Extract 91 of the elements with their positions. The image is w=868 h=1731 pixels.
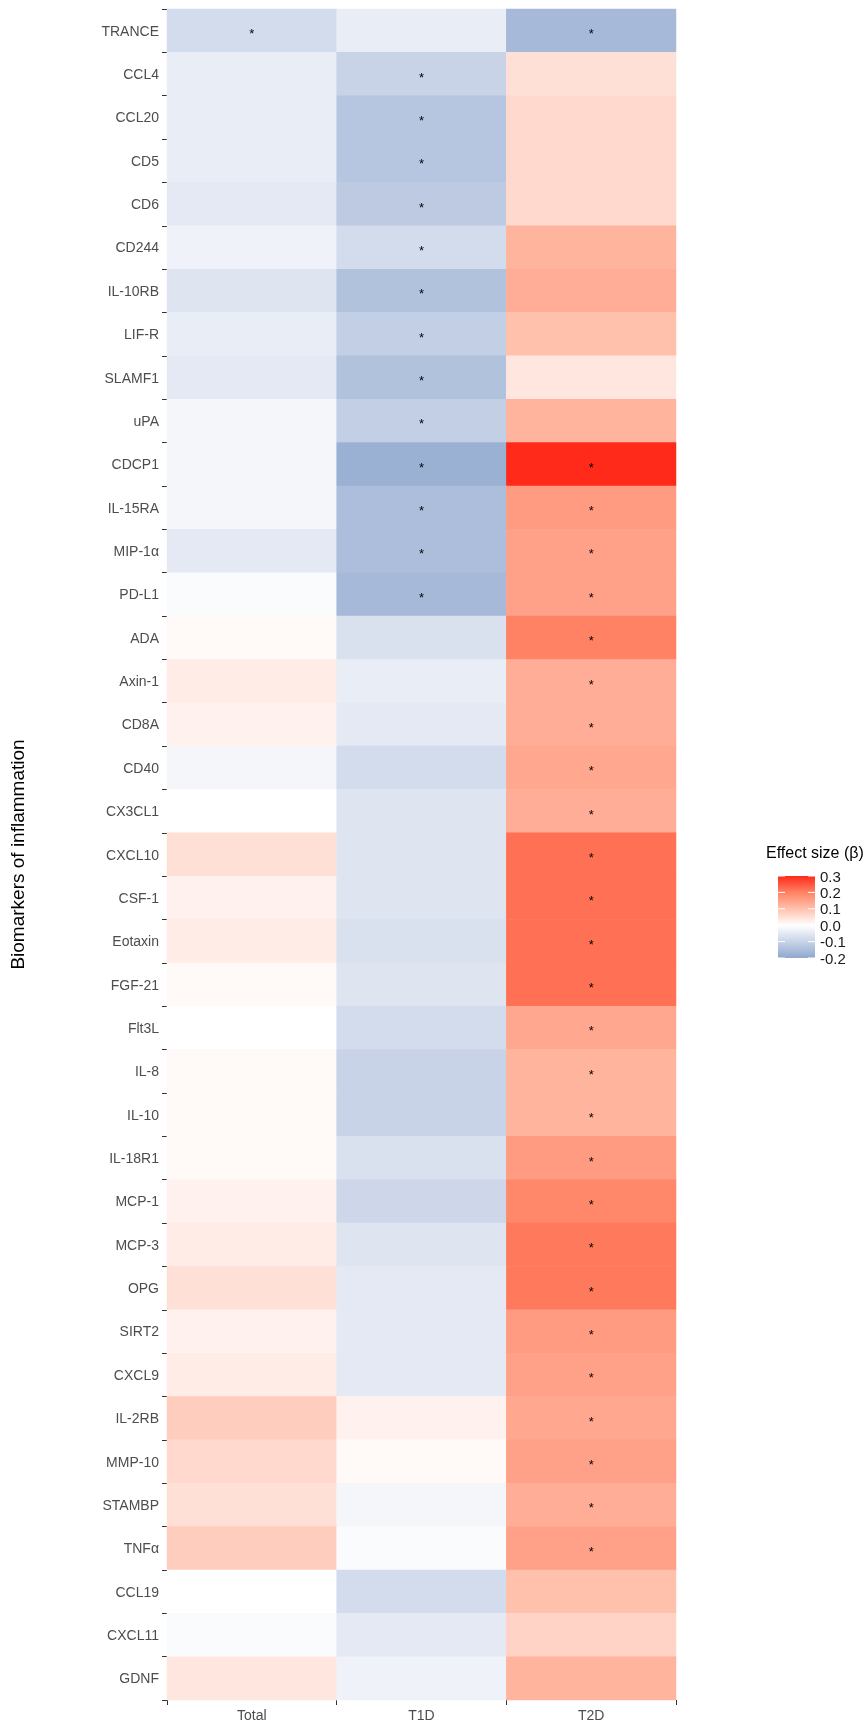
data-label: * — [418, 242, 425, 258]
x-tick-label: T1D — [408, 1707, 435, 1723]
data-label: * — [249, 26, 255, 42]
data-label: * — [588, 1153, 594, 1169]
y-tick-label: SLAMF1 — [104, 369, 160, 386]
data-label: * — [418, 373, 425, 389]
data-label: * — [418, 112, 425, 128]
data-label: * — [588, 1413, 594, 1429]
data-label: * — [588, 850, 594, 865]
data-label: * — [588, 1196, 594, 1212]
color-bar-title: Effect size (β) — [766, 843, 864, 861]
y-tick-label: Flt3L — [127, 1019, 160, 1036]
y-tick-label: TNFα — [123, 1540, 159, 1557]
y-tick-label: CX3CL1 — [106, 803, 160, 820]
data-label: * — [418, 416, 425, 432]
data-label: * — [418, 199, 425, 215]
y-axis-title: Biomarkers of inflammation — [7, 739, 28, 970]
y-tick-label: SIRT2 — [119, 1323, 160, 1340]
y-tick-label: MMP-10 — [106, 1453, 160, 1470]
data-label: * — [588, 676, 594, 692]
data-label: * — [588, 546, 594, 562]
data-label: * — [588, 1370, 594, 1386]
data-label: * — [588, 1500, 594, 1516]
y-tick-label: MCP-3 — [115, 1236, 160, 1253]
y-tick-label: TRANCE — [101, 22, 159, 39]
data-label: * — [588, 1326, 594, 1342]
data-label: * — [588, 1240, 594, 1256]
data-label: * — [588, 1457, 594, 1473]
x-tick-label: T2D — [577, 1707, 605, 1723]
data-label: * — [588, 980, 594, 996]
y-tick-label: CCL4 — [123, 66, 160, 83]
data-label: * — [588, 1543, 594, 1559]
color-bar-label: 0.3 — [820, 867, 841, 885]
y-tick-label: CCL19 — [115, 1583, 160, 1600]
y-tick-label: CD244 — [115, 239, 160, 256]
y-tick-label: ADA — [130, 629, 160, 646]
y-tick-label: CXCL11 — [107, 1626, 160, 1643]
y-tick-label: IL-15RA — [107, 499, 160, 516]
y-tick-label: IL-10 — [127, 1106, 160, 1123]
y-tick-label: CD6 — [130, 196, 160, 213]
y-tick-label: CD8A — [121, 716, 160, 733]
color-bar-label: 0.1 — [820, 900, 841, 918]
y-tick-label: CXCL9 — [113, 1366, 160, 1383]
data-label: * — [588, 589, 594, 605]
y-tick-label: FGF-21 — [110, 976, 160, 993]
color-bar-label: 0.2 — [820, 883, 841, 901]
y-tick-label: PD-L1 — [119, 586, 160, 603]
y-tick-label: IL-8 — [134, 1063, 160, 1080]
data-label: * — [588, 503, 594, 519]
data-label: * — [588, 806, 594, 822]
data-label: * — [588, 936, 594, 952]
data-label: * — [588, 763, 594, 779]
data-label: * — [418, 329, 425, 345]
y-tick-label: CD5 — [130, 152, 160, 169]
data-label: * — [418, 69, 425, 85]
data-label: * — [418, 286, 425, 302]
y-tick-label: CDCP1 — [111, 456, 160, 473]
y-tick-label: IL-10RB — [107, 282, 159, 299]
y-tick-label: MIP-1α — [113, 542, 159, 559]
data-label: * — [588, 1023, 594, 1039]
data-label: * — [418, 503, 425, 519]
y-tick-label: STAMBP — [102, 1496, 159, 1513]
y-tick-label: LIF-R — [124, 326, 159, 343]
y-tick-label: CD40 — [123, 759, 160, 776]
y-tick-label: IL-18R1 — [109, 1150, 160, 1167]
data-label: * — [588, 719, 594, 735]
data-label: * — [588, 1110, 594, 1126]
color-bar-label: 0.0 — [820, 916, 841, 934]
y-tick-label: Eotaxin — [112, 933, 159, 950]
y-tick-label: CSF-1 — [118, 889, 160, 906]
y-tick-label: GDNF — [119, 1670, 159, 1687]
data-label: * — [588, 26, 594, 42]
data-label: * — [418, 156, 425, 172]
data-label: * — [588, 893, 594, 909]
y-tick-label: Axin-1 — [119, 673, 160, 690]
data-label: * — [418, 546, 425, 562]
color-bar-label: -0.2 — [820, 949, 846, 967]
y-tick-label: CXCL10 — [106, 846, 160, 863]
data-label: * — [418, 459, 425, 475]
data-label: * — [418, 589, 425, 605]
y-tick-label: uPA — [133, 412, 160, 429]
data-label: * — [588, 1283, 594, 1299]
y-tick-label: IL-2RB — [115, 1410, 159, 1427]
x-tick-label: Total — [237, 1707, 267, 1723]
y-tick-label: MCP-1 — [115, 1193, 160, 1210]
y-tick-label: CCL20 — [115, 109, 160, 126]
color-bar-label: -0.1 — [820, 933, 846, 951]
data-label: * — [588, 633, 594, 649]
data-label: * — [588, 1066, 594, 1082]
data-label: * — [588, 459, 594, 475]
y-tick-label: OPG — [127, 1280, 159, 1297]
